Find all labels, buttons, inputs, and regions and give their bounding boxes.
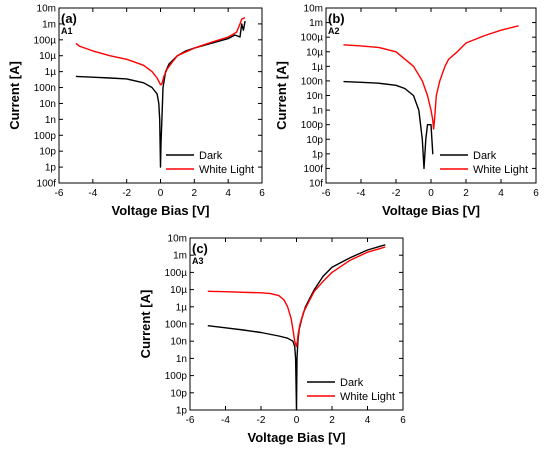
series-line-dark	[207, 244, 386, 411]
y-tick-label: 1n	[45, 115, 56, 126]
series-line-white-light	[75, 16, 246, 86]
y-tick-label: 100n	[34, 83, 56, 94]
y-tick-label: 1p	[45, 163, 57, 174]
x-tick-label: -6	[186, 415, 195, 426]
x-tick-label: -2	[392, 188, 401, 199]
x-tick-label: 2	[463, 188, 469, 199]
legend-label: Dark	[473, 150, 497, 162]
y-tick-label: 100n	[165, 320, 187, 331]
y-axis-title: Current [A]	[274, 61, 289, 130]
series-line-white-light	[207, 246, 386, 348]
y-tick-label: 100f	[37, 179, 57, 190]
x-axis-title: Voltage Bias [V]	[111, 203, 209, 218]
y-axis-title: Current [A]	[138, 290, 153, 359]
plot-frame	[325, 7, 537, 184]
y-tick-label: 1µ	[312, 62, 324, 73]
legend-label: White Light	[340, 391, 395, 403]
chart-panel-3: -6 -4 -2 0 2 4 6 1p 10p 100p 1n 10n 100n 1µ 10µ 100µ 1m 1…	[138, 234, 406, 446]
x-tick-label: 0	[158, 188, 164, 199]
x-tick-label: 0	[294, 415, 300, 426]
sample-label: A3	[192, 256, 204, 266]
y-tick-label: 10n	[306, 91, 323, 102]
x-tick-label: -2	[257, 415, 266, 426]
x-tick-label: -6	[322, 188, 331, 199]
chart-panel-2: -6 -4 -2 0 2 4 6 10f 100f 1p 10p 100p 1n 10n 100n 1µ 10µ…	[274, 4, 539, 219]
series-line-dark	[75, 20, 246, 168]
x-tick-label: 6	[533, 188, 539, 199]
panel-label: (b)	[328, 11, 345, 26]
y-tick-label: 1n	[312, 106, 323, 117]
y-tick-label: 10p	[39, 147, 56, 158]
y-axis-title: Current [A]	[7, 61, 22, 130]
y-tick-label: 10µ	[306, 47, 323, 58]
x-tick-label: 4	[225, 188, 231, 199]
x-tick-label: -4	[221, 415, 230, 426]
x-tick-label: 4	[365, 415, 371, 426]
y-tick-label: 100p	[165, 371, 188, 382]
legend-label: Dark	[340, 377, 364, 389]
panel-label: (c)	[192, 241, 208, 256]
x-tick-label: -4	[357, 188, 366, 199]
y-tick-label: 10µ	[170, 285, 187, 296]
x-tick-label: 2	[329, 415, 335, 426]
sample-label: A2	[328, 26, 340, 36]
x-tick-label: 6	[400, 415, 406, 426]
y-tick-label: 1n	[176, 354, 187, 365]
y-tick-label: 100n	[301, 76, 323, 87]
x-tick-label: 6	[259, 188, 265, 199]
y-tick-label: 100µ	[34, 35, 57, 46]
x-tick-label: 0	[428, 188, 434, 199]
x-tick-label: -4	[88, 188, 97, 199]
series-line-white-light	[343, 25, 519, 130]
sample-label: A1	[61, 26, 73, 36]
y-tick-label: 100f	[304, 164, 324, 175]
x-axis-title: Voltage Bias [V]	[382, 203, 480, 218]
y-tick-label: 10m	[304, 4, 323, 15]
y-tick-label: 10f	[309, 179, 323, 190]
x-axis-title: Voltage Bias [V]	[247, 430, 345, 445]
y-tick-label: 1p	[176, 406, 188, 417]
x-tick-label: -2	[122, 188, 131, 199]
y-tick-label: 10n	[170, 337, 187, 348]
legend-label: White Light	[473, 164, 528, 176]
legend-label: White Light	[199, 164, 254, 176]
panel-label: (a)	[61, 11, 77, 26]
y-tick-label: 1m	[309, 18, 323, 29]
y-tick-label: 100p	[34, 131, 57, 142]
y-tick-label: 100µ	[301, 33, 324, 44]
x-tick-label: 2	[192, 188, 198, 199]
x-tick-label: 4	[498, 188, 504, 199]
y-tick-label: 1p	[312, 149, 324, 160]
y-tick-label: 100p	[301, 120, 324, 131]
chart-panel-1: -6 -4 -2 0 2 4 6 100f 1p 10p 100p 1n 10n 100n 1µ 10µ 100…	[7, 4, 265, 219]
y-tick-label: 10m	[168, 234, 187, 245]
x-tick-label: -6	[55, 188, 64, 199]
y-tick-label: 1µ	[45, 67, 57, 78]
y-tick-label: 10µ	[39, 51, 56, 62]
y-tick-label: 1m	[173, 251, 187, 262]
y-tick-label: 10p	[170, 388, 187, 399]
y-tick-label: 100µ	[165, 268, 188, 279]
y-tick-label: 1m	[42, 19, 56, 30]
y-tick-label: 10n	[39, 99, 56, 110]
y-tick-label: 1µ	[176, 302, 188, 313]
legend-label: Dark	[199, 150, 223, 162]
y-tick-label: 10m	[37, 4, 56, 15]
series-line-dark	[343, 80, 434, 170]
y-tick-label: 10p	[306, 135, 323, 146]
